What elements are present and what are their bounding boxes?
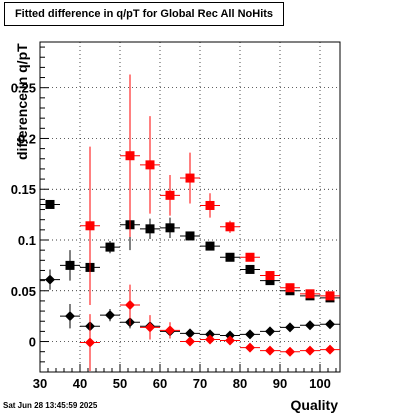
y-tick-label: 0.25	[11, 81, 36, 96]
y-axis-label-text: difference in q/pT	[14, 43, 30, 160]
series-0-point	[65, 260, 75, 270]
y-tick-label: 0.2	[18, 131, 36, 146]
series-1-point	[305, 289, 315, 299]
chart-title: Fitted difference in q/pT for Global Rec…	[4, 2, 284, 26]
series-3-point	[205, 334, 215, 345]
series-0-point	[225, 252, 235, 262]
series-2-point	[305, 320, 315, 331]
series-3-point	[265, 345, 275, 356]
series-0-point	[205, 241, 215, 251]
series-1-point	[265, 271, 275, 281]
series-0-point	[265, 276, 275, 286]
series-1-point	[225, 222, 235, 232]
series-1-point	[245, 252, 255, 262]
series-0-point	[105, 242, 115, 252]
x-tick-label: 80	[233, 376, 247, 391]
series-3-point	[325, 344, 335, 355]
y-tick-label: 0.15	[11, 182, 36, 197]
series-2-point	[45, 274, 55, 285]
series-3-point	[165, 325, 175, 336]
series-1-point	[145, 160, 155, 170]
series-0-point	[165, 223, 175, 233]
series-3-point	[305, 345, 315, 356]
series-1-point	[125, 151, 135, 161]
series-0-point	[245, 264, 255, 274]
series-0-point	[185, 231, 195, 241]
series-2-point	[225, 330, 235, 341]
series-2-point	[285, 322, 295, 333]
series-2-point	[205, 329, 215, 340]
chart-title-text: Fitted difference in q/pT for Global Rec…	[14, 8, 274, 20]
x-tick-label: 90	[273, 376, 287, 391]
series-2-point	[105, 310, 115, 321]
series-3-point	[125, 299, 135, 310]
series-2-point	[65, 311, 75, 322]
series-2-point	[185, 328, 195, 339]
series-1-point	[85, 221, 95, 231]
series-1-point	[165, 190, 175, 200]
x-tick-label: 50	[113, 376, 127, 391]
series-3-point	[285, 346, 295, 357]
series-3-point	[145, 322, 155, 333]
x-tick-label: 30	[33, 376, 47, 391]
x-tick-label: 100	[309, 376, 331, 391]
x-tick-label: 60	[153, 376, 167, 391]
y-tick-label: 0.05	[11, 284, 36, 299]
series-0-point	[145, 224, 155, 234]
series-2-point	[325, 319, 335, 330]
series-1-point	[205, 200, 215, 210]
series-1-point	[185, 173, 195, 183]
x-tick-label: 70	[193, 376, 207, 391]
y-tick-label: 0.1	[18, 233, 36, 248]
series-2-point	[245, 329, 255, 340]
plot-frame	[39, 41, 341, 373]
series-1-point	[285, 283, 295, 293]
y-tick-label: 0	[29, 335, 36, 350]
timestamp-footer: Sat Jun 28 13:45:59 2025	[3, 401, 98, 410]
series-2-point	[265, 326, 275, 337]
series-3-point	[85, 337, 95, 348]
series-3-point	[225, 335, 235, 346]
x-tick-label: 40	[73, 376, 87, 391]
series-3-point	[185, 336, 195, 347]
series-1-point	[325, 291, 335, 301]
series-3-point	[245, 342, 255, 353]
series-0-point	[45, 199, 55, 209]
x-axis-label: Quality	[290, 397, 338, 413]
